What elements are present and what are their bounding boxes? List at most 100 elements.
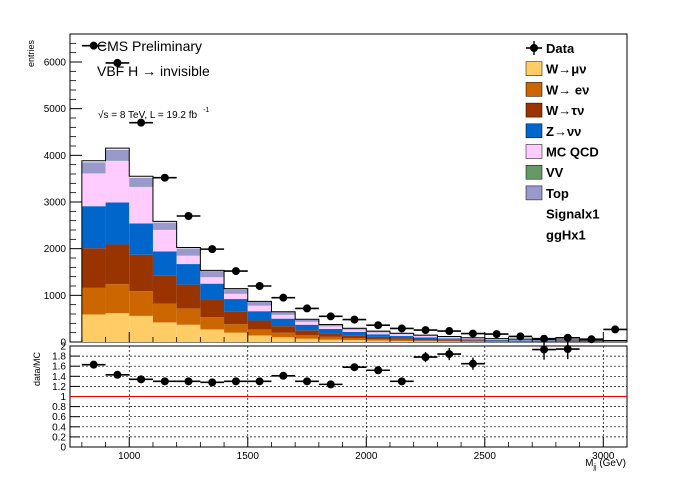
- bar-0-9: [295, 339, 319, 342]
- bar-4-4: [177, 256, 201, 264]
- data-marker: [516, 332, 524, 340]
- data-marker: [398, 324, 406, 332]
- bar-0-0: [82, 314, 106, 342]
- data-marker: [587, 335, 595, 343]
- legend-swatch: [526, 165, 542, 179]
- legend-label: ggHx1: [546, 227, 586, 242]
- bar-2-6: [224, 311, 248, 324]
- bar-0-13: [390, 341, 414, 342]
- ratio-y-tick-label: 2: [60, 342, 66, 353]
- data-marker: [469, 330, 477, 338]
- legend-entry: W→μν: [526, 62, 586, 77]
- bar-3-16: [461, 339, 485, 340]
- bar-2-9: [295, 330, 319, 335]
- data-marker: [374, 321, 382, 329]
- bar-4-5: [200, 277, 224, 284]
- bar-3-12: [366, 334, 390, 337]
- data-marker: [327, 312, 335, 320]
- x-tick-label: 2000: [355, 451, 378, 462]
- bar-2-14: [414, 339, 438, 340]
- ratio-marker: [256, 377, 264, 385]
- bar-4-13: [390, 334, 414, 336]
- bar-3-3: [153, 251, 177, 275]
- bar-3-5: [200, 284, 224, 299]
- bar-0-14: [414, 341, 438, 342]
- ratio-marker: [303, 377, 311, 385]
- bar-0-7: [248, 335, 272, 342]
- legend-data-marker: [530, 44, 538, 52]
- ratio-marker: [113, 371, 121, 379]
- main-y-axis-label: entries: [26, 40, 36, 68]
- data-marker: [303, 304, 311, 312]
- data-marker: [208, 245, 216, 253]
- ratio-marker: [540, 346, 548, 354]
- legend-label: W→τν: [546, 103, 584, 118]
- legend-swatch: [526, 124, 542, 138]
- x-tick-label: 1000: [118, 451, 141, 462]
- bar-4-3: [153, 230, 177, 251]
- bar-1-9: [295, 335, 319, 339]
- bar-0-3: [153, 322, 177, 342]
- ratio-y-tick-label: 0.4: [52, 422, 66, 433]
- bar-3-10: [319, 329, 343, 333]
- bar-2-11: [343, 335, 367, 338]
- bar-3-17: [485, 340, 509, 341]
- bar-3-7: [248, 311, 272, 320]
- ratio-marker: [398, 377, 406, 385]
- ratio-marker: [208, 378, 216, 386]
- bar-6-6: [224, 289, 248, 294]
- bar-0-12: [366, 341, 390, 342]
- bar-4-10: [319, 326, 343, 329]
- bar-1-10: [319, 337, 343, 340]
- bar-2-4: [177, 285, 201, 309]
- bar-1-3: [153, 304, 177, 323]
- x-tick-label: 1500: [237, 451, 260, 462]
- bar-0-4: [177, 325, 201, 342]
- x-tick-label: 2500: [474, 451, 497, 462]
- ratio-marker: [90, 361, 98, 369]
- bar-3-6: [224, 299, 248, 311]
- ratio-marker: [232, 377, 240, 385]
- y-tick-label: 6000: [44, 58, 67, 69]
- legend-swatch: [526, 82, 542, 96]
- ratio-marker: [161, 377, 169, 385]
- ratio-marker: [279, 372, 287, 380]
- legend-swatch: [526, 186, 542, 200]
- bar-4-12: [366, 332, 390, 334]
- cms-label: CMS Preliminary: [97, 38, 202, 54]
- bar-3-14: [414, 337, 438, 339]
- y-tick-label: 3000: [44, 198, 67, 209]
- bar-6-7: [248, 302, 272, 306]
- bar-1-12: [366, 339, 390, 341]
- data-marker: [256, 282, 264, 290]
- legend-label: VV: [546, 165, 564, 180]
- ratio-y-tick-label: 1.4: [52, 372, 66, 383]
- ratio-marker: [350, 363, 358, 371]
- data-marker: [185, 212, 193, 220]
- legend-label: W→μν: [546, 62, 586, 77]
- legend-entry: Z→νν: [526, 124, 581, 139]
- bar-4-1: [106, 161, 130, 203]
- bar-6-8: [271, 312, 295, 315]
- bar-3-13: [390, 336, 414, 338]
- bar-4-17: [485, 339, 509, 340]
- data-marker: [232, 267, 240, 275]
- bar-4-6: [224, 294, 248, 299]
- x-axis-label-unit: (GeV): [597, 458, 626, 469]
- bar-0-10: [319, 340, 343, 342]
- bar-3-1: [106, 202, 130, 244]
- ratio-y-tick-label: 0: [60, 443, 66, 454]
- ratio-y-tick-label: 1.2: [52, 382, 66, 393]
- bar-0-5: [200, 329, 224, 342]
- bar-1-2: [129, 291, 153, 316]
- legend-entry: Signalx1: [546, 207, 599, 222]
- ratio-y-axis-label: data/MC: [32, 352, 42, 387]
- legend-label: Top: [546, 186, 569, 201]
- bar-1-6: [224, 324, 248, 332]
- bar-4-14: [414, 336, 438, 337]
- bar-4-8: [271, 315, 295, 319]
- legend-entry: ggHx1: [546, 227, 586, 242]
- y-tick-label: 5000: [44, 104, 67, 115]
- data-marker: [422, 326, 430, 334]
- bar-6-3: [153, 223, 177, 230]
